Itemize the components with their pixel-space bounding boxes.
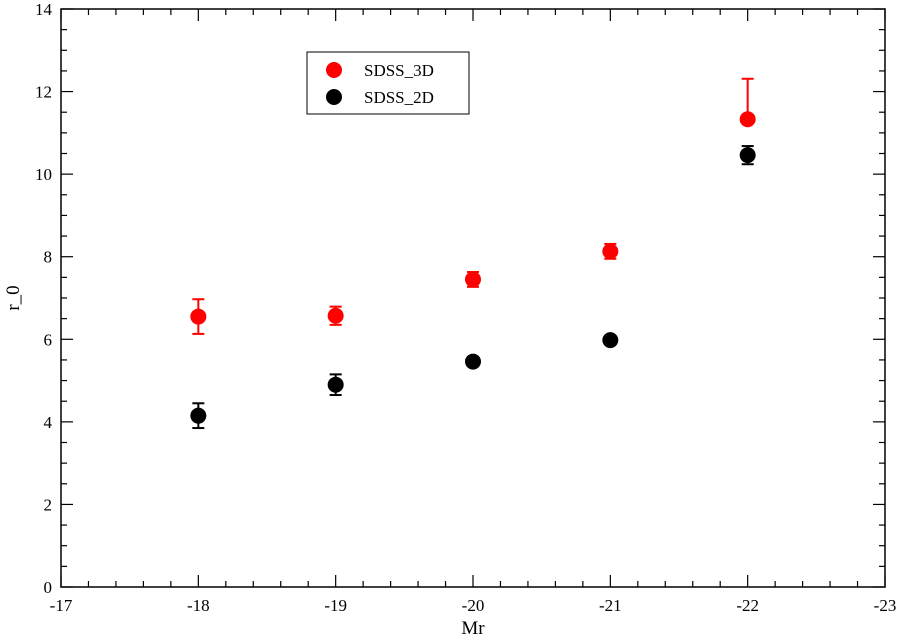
legend-marker [326, 89, 342, 105]
x-tick-label: -18 [187, 596, 210, 615]
y-tick-label: 2 [44, 495, 53, 514]
data-point [190, 407, 207, 424]
y-tick-label: 6 [44, 330, 53, 349]
legend-label: SDSS_3D [364, 61, 434, 80]
data-point [327, 376, 344, 393]
y-tick-label: 12 [35, 83, 52, 102]
data-point [602, 243, 619, 260]
legend-marker [326, 62, 342, 78]
x-axis-title: Mr [461, 618, 485, 639]
legend-label: SDSS_2D [364, 88, 434, 107]
y-tick-label: 0 [44, 578, 53, 597]
x-tick-label: -22 [736, 596, 759, 615]
data-point [190, 308, 207, 325]
y-tick-label: 14 [35, 0, 53, 19]
series-1 [190, 145, 756, 430]
x-tick-label: -21 [599, 596, 622, 615]
data-point [327, 307, 344, 324]
data-point [465, 353, 481, 370]
data-marks [190, 77, 756, 430]
plot-frame [60, 8, 886, 588]
data-point [739, 147, 756, 164]
tick-labels: -17 -18 -19 -20 -21 -22 -23 0 2 4 6 8 10 12 14 [35, 0, 896, 615]
x-tick-label: -23 [874, 596, 897, 615]
x-tick-label: -20 [462, 596, 485, 615]
y-tick-label: 10 [35, 165, 52, 184]
data-point [602, 332, 619, 349]
x-tick-label: -17 [50, 596, 73, 615]
axis-ticks [60, 8, 886, 588]
data-point [739, 111, 756, 128]
y-tick-label: 4 [44, 413, 53, 432]
data-point [465, 271, 481, 288]
legend: SDSS_3D SDSS_2D [306, 51, 470, 115]
y-tick-label: 8 [44, 248, 53, 267]
y-axis-title: r_0 [3, 285, 24, 310]
x-tick-label: -19 [324, 596, 347, 615]
series-0 [190, 77, 756, 335]
